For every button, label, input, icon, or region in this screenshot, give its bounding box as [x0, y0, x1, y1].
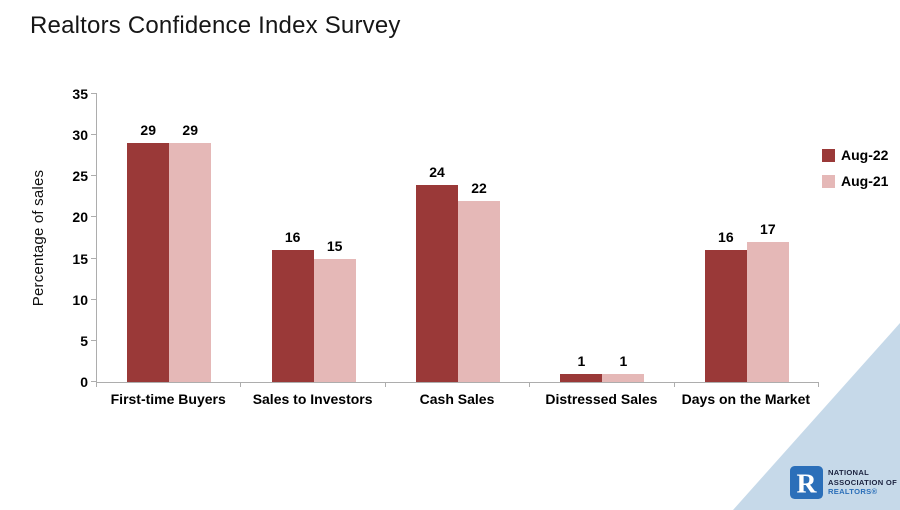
- y-axis-title: Percentage of sales: [30, 169, 47, 307]
- legend-label: Aug-22: [841, 147, 889, 163]
- category-label: First-time Buyers: [110, 391, 226, 407]
- y-tick-mark: [91, 93, 97, 94]
- category-label: Sales to Investors: [252, 391, 373, 407]
- bar-value-label: 1: [577, 352, 586, 369]
- legend-swatch: [822, 174, 835, 188]
- bar-aug-21: 15: [313, 238, 356, 382]
- bar-value-label: 16: [284, 229, 301, 246]
- bar-group: 16 15: [241, 94, 385, 382]
- x-tick-mark: [240, 382, 242, 387]
- y-tick-label: 15: [72, 250, 88, 267]
- x-tick-mark: [384, 382, 386, 387]
- bar-aug-21: 1: [602, 353, 645, 382]
- svg-text:R: R: [796, 467, 817, 498]
- y-tick-label: 10: [72, 291, 88, 308]
- y-tick-mark: [91, 339, 97, 341]
- bar-value-label: 1: [619, 352, 628, 369]
- bar-value-label: 29: [140, 122, 156, 139]
- x-tick-mark: [529, 382, 531, 387]
- y-axis-tick-labels: 0 5 10 15 20 25 30 35: [48, 86, 88, 390]
- y-tick-label: 20: [72, 209, 88, 226]
- y-tick-label: 5: [80, 332, 88, 349]
- bar-group: 24 22: [386, 94, 530, 382]
- bar-aug-22: 29: [127, 122, 170, 382]
- bar-aug-22: 16: [271, 229, 314, 382]
- bar-aug-22: 24: [416, 164, 459, 382]
- plot-area: 29 29 16 15 24 22 1 1 16 17: [91, 93, 819, 387]
- category-label: Days on the Market: [681, 391, 811, 407]
- y-tick-label: 25: [72, 168, 88, 185]
- category-label: Cash Sales: [419, 391, 495, 407]
- chart-title: Realtors Confidence Index Survey: [30, 12, 401, 39]
- y-tick-label: 35: [72, 86, 88, 102]
- nar-logo-line2: ASSOCIATION OF: [828, 477, 898, 487]
- nar-logo-line1: NATIONAL: [828, 467, 870, 477]
- y-tick-mark: [91, 257, 97, 259]
- y-tick-label: 30: [72, 127, 88, 144]
- legend-swatch: [822, 148, 835, 162]
- bar-group: 29 29: [97, 94, 241, 382]
- y-tick-label: 0: [80, 374, 88, 390]
- legend-item-aug-21: Aug-21: [822, 173, 888, 189]
- bar-value-label: 16: [718, 229, 734, 246]
- nar-logo-line3: REALTORS®: [828, 487, 878, 497]
- bar-value-label: 15: [326, 237, 343, 254]
- category-label: Distressed Sales: [545, 391, 658, 407]
- bar-aug-21: 22: [458, 180, 501, 382]
- nar-logo-text: NATIONAL ASSOCIATION OF REALTORS®: [828, 468, 897, 498]
- y-tick-mark: [91, 216, 97, 218]
- y-tick-mark: [91, 134, 97, 136]
- y-tick-mark: [91, 175, 97, 177]
- legend: Aug-22 Aug-21: [822, 147, 888, 189]
- x-tick-mark: [96, 382, 97, 387]
- bar-value-label: 24: [429, 163, 445, 180]
- x-tick-mark: [673, 382, 675, 387]
- bar-value-label: 29: [182, 122, 198, 139]
- bar-group: 16 17: [675, 94, 819, 382]
- bar-aug-22: 1: [560, 353, 603, 382]
- x-tick-mark: [818, 382, 819, 387]
- bar-value-label: 17: [760, 221, 776, 238]
- legend-label: Aug-21: [841, 173, 889, 189]
- nar-logo: R NATIONAL ASSOCIATION OF REALTORS®: [790, 466, 897, 499]
- realtor-r-icon: R: [790, 466, 823, 499]
- bar-value-label: 22: [471, 179, 487, 196]
- bar-aug-21: 29: [169, 122, 212, 382]
- x-axis-category-labels: First-time Buyers Sales to Investors Cash …: [96, 391, 818, 407]
- y-tick-mark: [91, 298, 97, 300]
- y-tick-mark: [91, 381, 97, 382]
- bar-aug-22: 16: [704, 229, 747, 382]
- legend-item-aug-22: Aug-22: [822, 147, 888, 163]
- bar-aug-21: 17: [746, 221, 789, 382]
